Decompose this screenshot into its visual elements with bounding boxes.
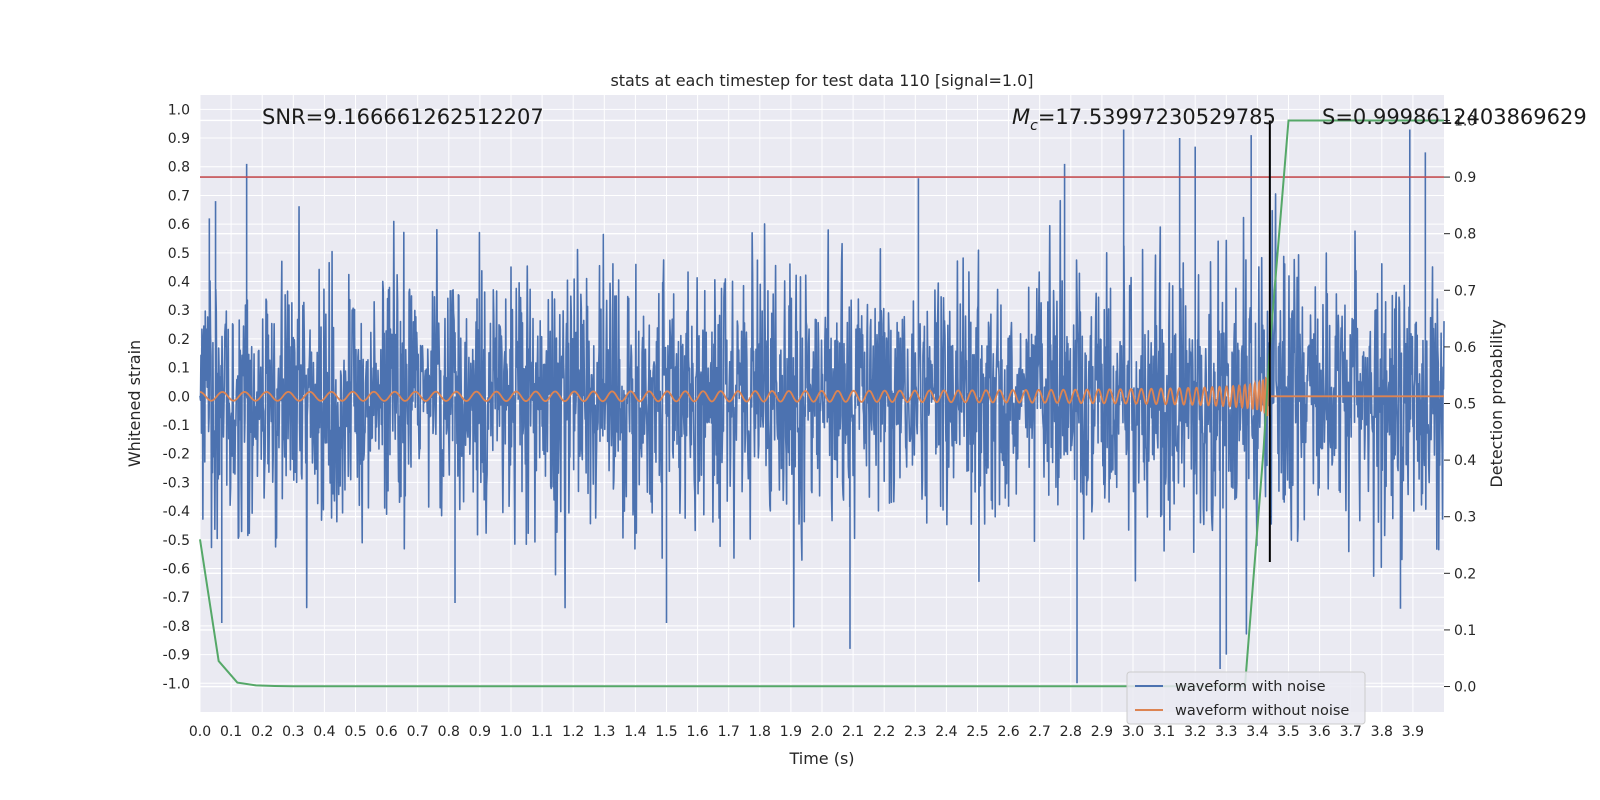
y2-tick-label: 1.0 <box>1454 113 1476 129</box>
chirp-mass-value: =17.53997230529785 <box>1038 105 1276 129</box>
x-tick-label: 3.6 <box>1308 724 1330 740</box>
x-tick-label: 2.8 <box>1060 724 1082 740</box>
y-tick-label: 0.9 <box>168 131 190 147</box>
legend-label-waveform-with-noise: waveform with noise <box>1175 679 1326 695</box>
x-tick-label: 3.9 <box>1402 724 1424 740</box>
x-tick-label: 0.1 <box>220 724 242 740</box>
y-tick-label: -0.8 <box>163 619 190 635</box>
y-tick-label: 0.8 <box>168 160 190 176</box>
x-tick-label: 2.4 <box>935 724 957 740</box>
legend: waveform with noise waveform without noi… <box>1126 671 1366 725</box>
x-tick-label: 1.7 <box>718 724 740 740</box>
x-tick-label: 2.2 <box>873 724 895 740</box>
y-tick-label: 0.7 <box>168 188 190 204</box>
y2-tick-label: 0.5 <box>1454 397 1476 413</box>
y-tick-label: 0.3 <box>168 303 190 319</box>
series-detection-probability <box>199 119 1444 688</box>
x-tick-label: 3.3 <box>1215 724 1237 740</box>
snr-annotation: SNR=9.166661262512207 <box>262 105 544 129</box>
y-tick-label: -0.1 <box>163 418 190 434</box>
x-tick-label: 3.2 <box>1184 724 1206 740</box>
y-tick-label: 0.4 <box>168 275 190 291</box>
y2-tick-label: 0.4 <box>1454 453 1476 469</box>
chirp-mass-subscript: c <box>1030 118 1038 134</box>
y2-tick-label: 0.9 <box>1454 170 1476 186</box>
x-tick-label: 3.0 <box>1122 724 1144 740</box>
y-tick-label: -0.3 <box>163 475 190 491</box>
x-tick-label: 0.9 <box>469 724 491 740</box>
x-tick-label: 1.1 <box>531 724 553 740</box>
x-tick-label: 2.1 <box>842 724 864 740</box>
x-tick-label: 0.8 <box>438 724 460 740</box>
x-tick-label: 1.9 <box>780 724 802 740</box>
ticks: 0.0 0.1 0.2 0.3 0.4 0.5 0.6 0.7 0.8 0.9 1.0 1.1 1.2 1… <box>163 102 1477 740</box>
x-tick-label: 1.2 <box>562 724 584 740</box>
x-tick-label: 2.9 <box>1091 724 1113 740</box>
y-tick-label: 1.0 <box>168 102 190 118</box>
y2-tick-label: 0.0 <box>1454 680 1476 696</box>
x-tick-label: 0.0 <box>189 724 211 740</box>
x-tick-label: 0.2 <box>251 724 273 740</box>
y-tick-label: 0.5 <box>168 246 190 262</box>
y2-axis-label: Detection probability <box>1487 319 1506 487</box>
y2-tick-label: 0.8 <box>1454 227 1476 243</box>
x-tick-label: 1.8 <box>749 724 771 740</box>
y-tick-label: -0.2 <box>163 447 190 463</box>
y-tick-label: 0.6 <box>168 217 190 233</box>
x-tick-label: 0.4 <box>313 724 335 740</box>
x-tick-label: 3.1 <box>1153 724 1175 740</box>
x-tick-label: 3.8 <box>1371 724 1393 740</box>
x-tick-label: 1.0 <box>500 724 522 740</box>
x-tick-label: 2.0 <box>811 724 833 740</box>
x-tick-label: 0.7 <box>407 724 429 740</box>
chart-title: stats at each timestep for test data 110… <box>610 71 1033 90</box>
y2-tick-label: 0.6 <box>1454 340 1476 356</box>
y-tick-label: 0.1 <box>168 361 190 377</box>
x-tick-label: 1.3 <box>593 724 615 740</box>
y-tick-label: -0.9 <box>163 648 190 664</box>
series-layer <box>199 119 1445 688</box>
series-waveform-without-noise <box>199 372 1444 417</box>
x-tick-label: 3.4 <box>1246 724 1268 740</box>
x-axis-label: Time (s) <box>788 749 854 768</box>
x-tick-label: 3.7 <box>1340 724 1362 740</box>
y-tick-label: -0.5 <box>163 533 190 549</box>
x-tick-label: 1.4 <box>624 724 646 740</box>
x-tick-label: 2.3 <box>904 724 926 740</box>
y-tick-label: 0.2 <box>168 332 190 348</box>
x-tick-label: 0.6 <box>375 724 397 740</box>
legend-label-waveform-without-noise: waveform without noise <box>1175 703 1349 719</box>
y-tick-label: 0.0 <box>168 389 190 405</box>
y2-tick-label: 0.2 <box>1454 566 1476 582</box>
y2-tick-label: 0.1 <box>1454 623 1476 639</box>
significance-annotation: S=0.9998612403869629 <box>1322 105 1587 129</box>
x-tick-label: 1.5 <box>655 724 677 740</box>
y-tick-label: -0.6 <box>163 562 190 578</box>
x-tick-label: 0.3 <box>282 724 304 740</box>
y-tick-label: -1.0 <box>163 676 190 692</box>
y-axis-label: Whitened strain <box>125 340 144 467</box>
x-tick-label: 2.5 <box>966 724 988 740</box>
y2-tick-label: 0.7 <box>1454 283 1476 299</box>
x-tick-label: 2.7 <box>1029 724 1051 740</box>
y2-tick-label: 0.3 <box>1454 510 1476 526</box>
y-tick-label: -0.7 <box>163 590 190 606</box>
chirp-mass-symbol: M <box>1012 105 1030 129</box>
legend-box <box>1126 671 1366 725</box>
x-tick-label: 0.5 <box>344 724 366 740</box>
x-tick-label: 2.6 <box>997 724 1019 740</box>
chirp-mass-annotation: Mc=17.53997230529785 <box>1012 105 1276 134</box>
y-tick-label: -0.4 <box>163 504 190 520</box>
x-tick-label: 3.5 <box>1277 724 1299 740</box>
x-tick-label: 1.6 <box>686 724 708 740</box>
